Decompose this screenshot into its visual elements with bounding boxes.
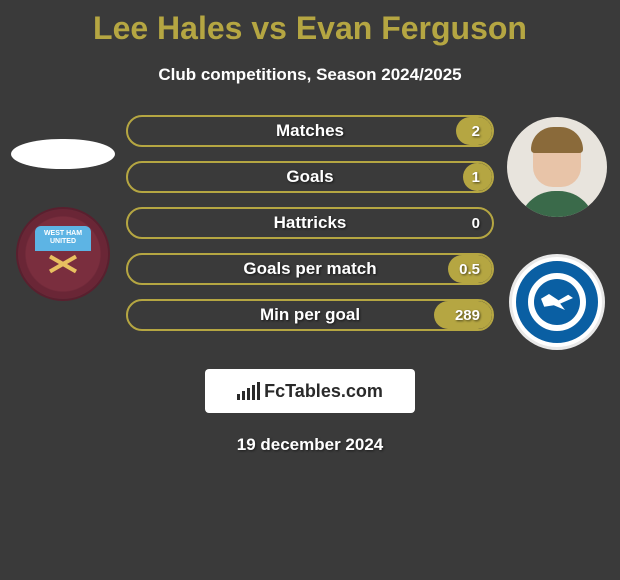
stat-value-right: 289 [455, 307, 480, 324]
crest-brighton [512, 257, 602, 347]
hammers-icon [48, 256, 78, 272]
crest-text: WEST HAM UNITED [44, 230, 82, 246]
stat-value-right: 0 [472, 215, 480, 232]
bars-icon [237, 382, 260, 400]
player-right-photo [507, 117, 607, 217]
stat-label: Min per goal [260, 305, 360, 325]
subtitle: Club competitions, Season 2024/2025 [0, 65, 620, 85]
stat-row: Hattricks 0 [126, 207, 494, 239]
page-title: Lee Hales vs Evan Ferguson [0, 10, 620, 47]
stat-value-right: 2 [472, 123, 480, 140]
stat-value-right: 1 [472, 169, 480, 186]
brand-text: FcTables.com [264, 381, 383, 402]
player-left-photo [11, 139, 115, 169]
main-layout: WEST HAM UNITED Matches 2 Goals 1 Hattricks 0… [0, 115, 620, 347]
stat-value-right: 0.5 [459, 261, 480, 278]
stat-label: Matches [276, 121, 344, 141]
right-side [502, 115, 612, 347]
stat-row: Min per goal 289 [126, 299, 494, 331]
stat-label: Goals [286, 167, 333, 187]
left-side: WEST HAM UNITED [8, 115, 118, 299]
stats-column: Matches 2 Goals 1 Hattricks 0 Goals per match 0… [126, 115, 494, 331]
stat-row: Matches 2 [126, 115, 494, 147]
stat-label: Goals per match [243, 259, 376, 279]
westham-shield: WEST HAM UNITED [35, 226, 91, 282]
seagull-icon [541, 294, 573, 310]
comparison-card: Lee Hales vs Evan Ferguson Club competit… [0, 0, 620, 465]
stat-label: Hattricks [274, 213, 347, 233]
brand-logo: FcTables.com [205, 369, 415, 413]
crest-line2: UNITED [50, 238, 76, 245]
stat-row: Goals per match 0.5 [126, 253, 494, 285]
crest-line1: WEST HAM [44, 230, 82, 237]
date-text: 19 december 2024 [0, 435, 620, 455]
crest-westham: WEST HAM UNITED [18, 209, 108, 299]
stat-row: Goals 1 [126, 161, 494, 193]
